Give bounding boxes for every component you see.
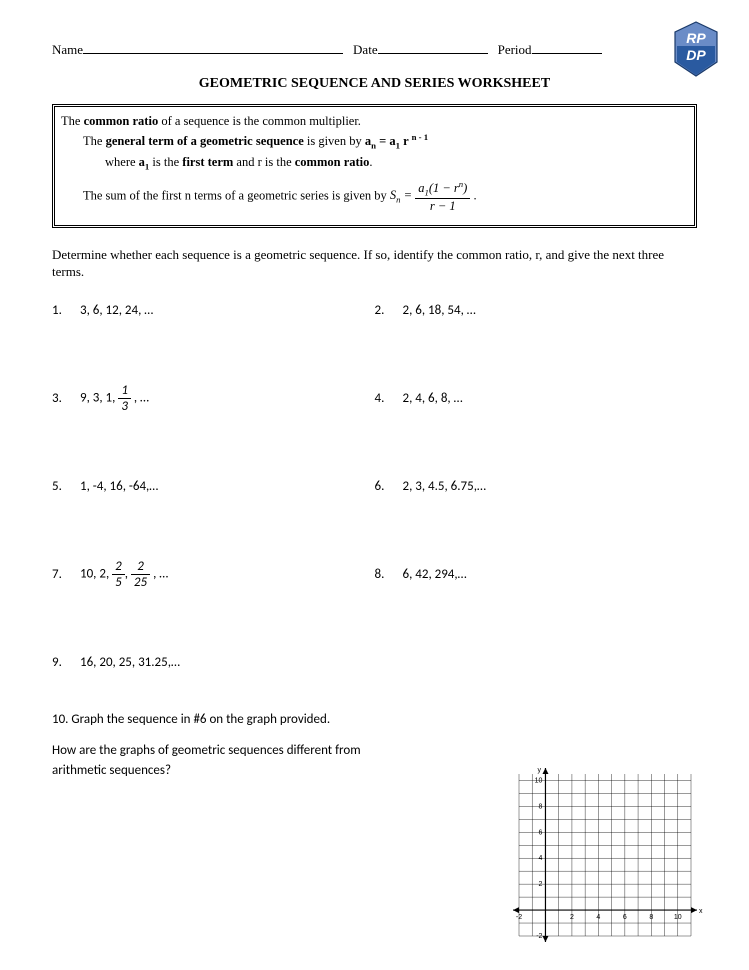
- def-line-4: The sum of the first n terms of a geomet…: [83, 180, 688, 213]
- rpdp-logo: RP DP: [673, 20, 719, 78]
- problem-8: 8. 6, 42, 294,…: [375, 560, 698, 589]
- name-label: Name: [52, 42, 83, 58]
- svg-text:8: 8: [539, 803, 543, 810]
- svg-text:4: 4: [596, 914, 600, 921]
- svg-text:DP: DP: [686, 47, 706, 63]
- name-line: [83, 40, 343, 54]
- problem-6: 6. 2, 3, 4.5, 6.75,…: [375, 479, 698, 494]
- svg-text:6: 6: [623, 914, 627, 921]
- svg-text:2: 2: [570, 914, 574, 921]
- problem-7: 7. 10, 2, 25, 225 , …: [52, 560, 375, 589]
- svg-text:-2: -2: [536, 933, 542, 940]
- problem-2: 2. 2, 6, 18, 54, …: [375, 303, 698, 318]
- problem-1: 1. 3, 6, 12, 24, …: [52, 303, 375, 318]
- instructions: Determine whether each sequence is a geo…: [52, 246, 697, 281]
- worksheet-page: RP DP Name Date Period GEOMETRIC SEQUENC…: [0, 0, 749, 970]
- problem-9: 9. 16, 20, 25, 31.25,…: [52, 655, 375, 670]
- svg-text:8: 8: [649, 914, 653, 921]
- problem-4: 4. 2, 4, 6, 8, …: [375, 384, 698, 413]
- svg-text:10: 10: [674, 914, 682, 921]
- definition-box: The common ratio of a sequence is the co…: [52, 104, 697, 228]
- svg-text:6: 6: [539, 829, 543, 836]
- coordinate-grid: -2 2 4 6 8 10 -2 2 4 6 8 10 x y: [505, 760, 705, 950]
- svg-text:-2: -2: [516, 914, 522, 921]
- svg-text:RP: RP: [686, 30, 706, 46]
- svg-text:y: y: [537, 767, 541, 774]
- def-line-3: where a1 is the first term and r is the …: [105, 154, 688, 173]
- date-label: Date: [353, 42, 378, 58]
- q10-line1: 10. Graph the sequence in #6 on the grap…: [52, 710, 407, 730]
- header-fields: Name Date Period: [52, 40, 697, 58]
- svg-text:4: 4: [539, 855, 543, 862]
- period-label: Period: [498, 42, 532, 58]
- problems-list: 1. 3, 6, 12, 24, … 2. 2, 6, 18, 54, … 3.…: [52, 303, 697, 670]
- svg-text:10: 10: [535, 777, 543, 784]
- def-line-1: The common ratio of a sequence is the co…: [61, 113, 688, 130]
- def-line-2: The general term of a geometric sequence…: [83, 132, 688, 152]
- date-line: [378, 40, 488, 54]
- period-line: [532, 40, 602, 54]
- problem-5: 5. 1, -4, 16, -64,…: [52, 479, 375, 494]
- svg-text:x: x: [699, 908, 703, 915]
- worksheet-title: GEOMETRIC SEQUENCE AND SERIES WORKSHEET: [52, 76, 697, 92]
- q10-line2: How are the graphs of geometric sequence…: [52, 741, 407, 780]
- question-10-text: 10. Graph the sequence in #6 on the grap…: [52, 710, 407, 793]
- problem-3: 3. 9, 3, 1, 13 , …: [52, 384, 375, 413]
- svg-text:2: 2: [539, 881, 543, 888]
